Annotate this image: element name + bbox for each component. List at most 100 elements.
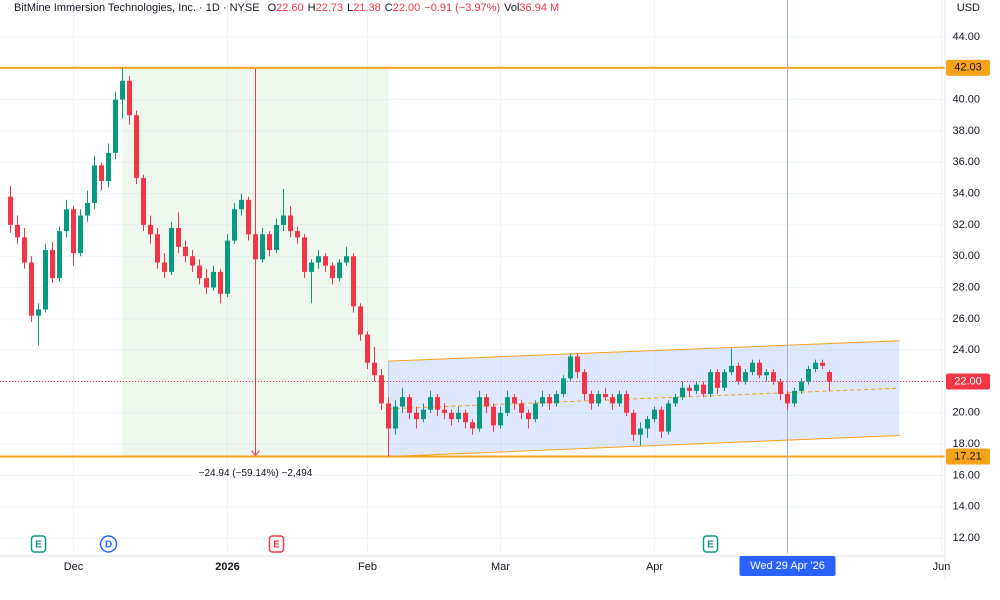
candle-body	[155, 234, 160, 263]
candle-body	[260, 234, 265, 260]
volume-key: Vol	[504, 2, 519, 14]
candle-body	[708, 372, 713, 395]
candle-body	[547, 397, 552, 404]
candle-body	[617, 394, 622, 404]
ohlc-key: C	[385, 2, 393, 14]
legend: BitMine Immersion Technologies, Inc. · 1…	[14, 2, 559, 14]
ohlc-value: 22.60	[276, 2, 304, 14]
candle-body	[561, 378, 566, 395]
candle-body	[554, 394, 559, 404]
candle-body	[687, 387, 692, 391]
y-tick-label: 32.00	[952, 219, 980, 231]
candle-body	[36, 309, 41, 316]
candle-body	[183, 246, 188, 257]
candle-body	[526, 412, 531, 420]
event-label[interactable]: E	[707, 540, 714, 551]
candle-body	[92, 165, 97, 203]
candle-body	[85, 202, 90, 216]
candle-body	[820, 362, 825, 366]
candle-body	[176, 228, 181, 247]
crosshair-label-box	[739, 556, 836, 576]
price-label: 42.03	[954, 62, 982, 74]
candle-body	[624, 394, 629, 413]
candle-body	[15, 224, 20, 238]
candle-body	[449, 412, 454, 420]
event-marker[interactable]: D	[99, 535, 118, 553]
candle-body	[323, 256, 328, 266]
candle-body	[540, 397, 545, 404]
candle-body	[351, 256, 356, 307]
price-label-box	[946, 448, 990, 465]
event-label[interactable]: E	[273, 540, 280, 551]
candle-body	[533, 403, 538, 420]
y-tick-label: 16.00	[952, 469, 980, 481]
candle-body	[246, 199, 251, 235]
candle-body	[99, 165, 104, 182]
y-tick-label: 28.00	[952, 281, 980, 293]
measure-arrow-head	[251, 450, 260, 457]
candle-body	[29, 262, 34, 316]
candle-body	[813, 362, 818, 369]
candle-body	[162, 262, 167, 272]
x-tick-label: Dec	[64, 561, 84, 573]
candle-body	[113, 99, 118, 153]
ohlc-value: 22.73	[316, 2, 344, 14]
candle-body	[393, 406, 398, 429]
price-label-box	[946, 59, 990, 76]
candle-body	[64, 209, 69, 232]
candle-body	[435, 397, 440, 410]
ohlc-key: H	[308, 2, 316, 14]
candle-body	[575, 356, 580, 373]
candle-body	[71, 209, 76, 254]
x-tick-label: Mar	[491, 561, 510, 573]
y-tick-label: 34.00	[952, 187, 980, 199]
ohlc-key: O	[268, 2, 277, 14]
candle-body	[57, 231, 62, 279]
y-tick-label: 30.00	[952, 250, 980, 262]
event-icon[interactable]	[99, 535, 118, 553]
candle-body	[253, 234, 258, 260]
event-marker[interactable]: E	[268, 535, 285, 553]
candle-body	[512, 397, 517, 404]
event-icon[interactable]	[268, 535, 285, 553]
candle-body	[281, 215, 286, 225]
candle-body	[645, 419, 650, 429]
candle-body	[666, 403, 671, 432]
candle-body	[78, 215, 83, 254]
candle-body	[337, 262, 342, 279]
candle-body	[169, 228, 174, 272]
event-marker[interactable]: E	[702, 535, 719, 553]
candle-body	[484, 397, 489, 407]
candle-body	[806, 368, 811, 382]
candle-body	[309, 262, 314, 272]
candle-body	[8, 196, 13, 225]
event-icon[interactable]	[702, 535, 719, 553]
candle-body	[274, 224, 279, 250]
channel-mid	[388, 387, 900, 410]
candle-body	[498, 412, 503, 426]
candle-body	[694, 384, 699, 391]
candle-body	[582, 372, 587, 395]
candle-body	[372, 362, 377, 376]
x-tick-label: Feb	[358, 561, 377, 573]
candle-body	[204, 278, 209, 288]
channel-upper	[388, 340, 900, 362]
event-icon[interactable]	[30, 535, 47, 553]
candle-body	[750, 362, 755, 373]
candle-body	[428, 397, 433, 410]
candle-body	[477, 397, 482, 429]
candle-body	[232, 209, 237, 241]
candle-body	[120, 80, 125, 100]
candle-body	[225, 240, 230, 294]
candle-body	[596, 394, 601, 404]
event-label[interactable]: E	[35, 540, 42, 551]
candle-body	[407, 397, 412, 413]
candle-body	[764, 372, 769, 376]
candle-body	[652, 409, 657, 420]
event-marker[interactable]: E	[30, 535, 47, 553]
candle-body	[463, 412, 468, 423]
event-label[interactable]: D	[105, 540, 112, 551]
symbol-title: BitMine Immersion Technologies, Inc. · 1…	[14, 2, 260, 14]
x-tick-label: Apr	[646, 561, 663, 573]
candle-body	[673, 397, 678, 404]
